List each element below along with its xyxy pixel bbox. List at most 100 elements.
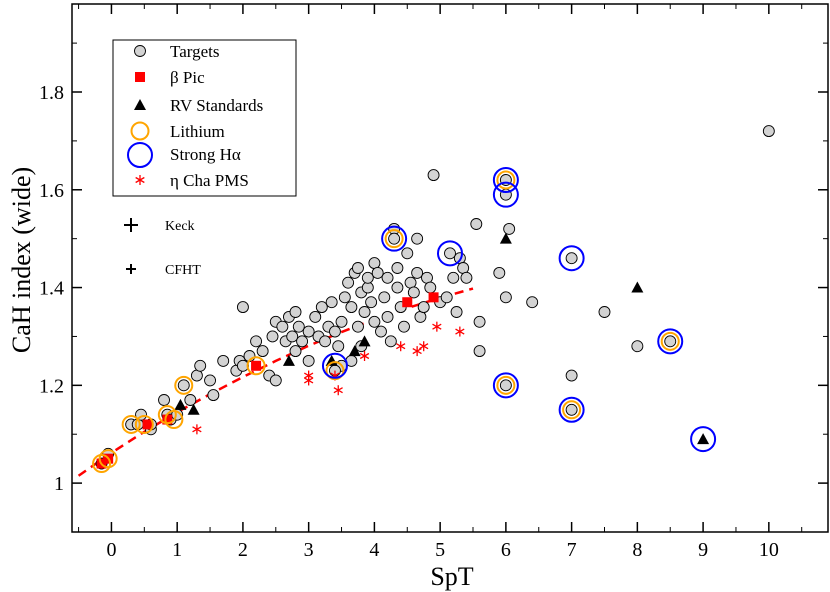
beta-pic-marker — [402, 297, 413, 308]
legend-symbol-eta-cha — [135, 175, 145, 185]
lithium-point — [496, 170, 516, 190]
legend-symbol-beta-pic — [135, 72, 145, 82]
targets-marker — [236, 301, 249, 314]
lithium-marker — [92, 454, 112, 474]
targets-marker — [332, 340, 345, 353]
target-point — [762, 125, 775, 138]
target-point — [361, 271, 374, 284]
target-point — [631, 340, 644, 353]
target-point — [266, 330, 279, 343]
beta-pic-marker — [162, 414, 173, 425]
target-point — [342, 276, 355, 289]
eta-cha-marker — [192, 424, 202, 435]
target-point — [388, 232, 401, 245]
target-point — [375, 325, 387, 338]
fit-line — [77, 287, 474, 477]
target-point — [184, 394, 197, 406]
targets-marker — [565, 403, 578, 416]
strong-halpha-marker — [492, 167, 519, 193]
target-point — [457, 262, 470, 274]
strong-halpha-point — [657, 328, 684, 355]
strong-halpha-point — [492, 181, 519, 208]
eta-cha-marker — [419, 341, 429, 352]
y-tick-label: 1.6 — [39, 180, 64, 202]
eta-cha-stroke — [412, 348, 422, 355]
targets-marker — [358, 306, 371, 318]
targets-marker — [401, 247, 414, 260]
eta-cha-stroke — [432, 323, 442, 330]
targets-marker — [194, 359, 207, 372]
legend-label-beta-pic: β Pic — [170, 68, 205, 87]
targets-marker — [296, 335, 309, 348]
eta-cha-marker — [303, 370, 314, 381]
strong-halpha-marker — [558, 245, 585, 272]
targets-marker — [352, 320, 364, 333]
targets-marker — [375, 325, 387, 338]
targets-marker — [184, 394, 197, 406]
strong-halpha-marker — [321, 352, 348, 379]
rv-standards-marker — [348, 345, 361, 357]
target-point — [256, 345, 269, 358]
targets-marker — [473, 345, 486, 358]
rv-standards-marker — [358, 335, 371, 347]
target-point — [207, 389, 220, 402]
target-point — [335, 315, 348, 328]
targets-marker — [444, 247, 456, 260]
targets-marker — [289, 306, 302, 318]
target-point — [329, 325, 341, 338]
targets-marker — [440, 291, 453, 304]
lithium-marker — [660, 331, 680, 351]
targets-marker — [289, 345, 302, 358]
legend-symbol-rv-standards — [134, 99, 146, 110]
lithium-marker — [384, 229, 404, 249]
target-point — [381, 271, 394, 284]
target-point — [565, 369, 578, 382]
y-axis-label: CaH index (wide) — [7, 167, 36, 353]
target-point — [358, 306, 371, 318]
targets-marker — [499, 291, 512, 304]
targets-marker — [302, 325, 315, 338]
target-point — [411, 232, 424, 245]
targets-marker — [388, 232, 401, 245]
eta-cha-stroke — [135, 176, 145, 184]
target-point — [371, 266, 384, 279]
target-point — [177, 379, 190, 392]
rv-standards-marker — [631, 281, 644, 293]
target-point — [296, 335, 309, 348]
targets-marker — [315, 301, 328, 314]
x-tick-label: 9 — [698, 539, 708, 561]
targets-marker — [292, 320, 305, 333]
target-point — [384, 335, 397, 348]
target-point — [404, 276, 417, 289]
targets-marker — [335, 315, 348, 328]
target-point — [598, 306, 611, 318]
targets-marker — [762, 125, 775, 138]
target-point — [190, 369, 203, 382]
target-point — [315, 301, 328, 314]
y-tick-label: 1.8 — [39, 82, 64, 104]
target-point — [368, 315, 381, 328]
targets-marker — [421, 271, 433, 284]
rv-standard-point — [174, 398, 187, 410]
targets-marker — [457, 262, 470, 274]
targets-marker — [391, 262, 404, 274]
strong-halpha-marker — [657, 328, 684, 355]
rv-standards-marker — [187, 403, 200, 415]
axis-ticks: 0 1 2 3 4 5 6 7 8 9 10 1 1.2 1.4 1.6 1.8 — [39, 4, 828, 561]
cfht-label: CFHT — [165, 263, 201, 278]
rv-standard-point — [187, 403, 200, 415]
targets-marker — [460, 271, 473, 284]
rv-standards-marker — [697, 433, 710, 445]
lithium-marker — [496, 170, 516, 190]
rv-standards-marker — [174, 398, 187, 410]
target-point — [414, 310, 427, 323]
target-point — [450, 306, 463, 318]
target-point — [411, 266, 424, 279]
x-tick-label: 1 — [172, 539, 182, 561]
x-tick-label: 6 — [501, 539, 511, 561]
targets-marker — [526, 296, 539, 309]
lithium-marker — [134, 414, 154, 434]
targets-marker — [424, 281, 437, 294]
target-point — [421, 271, 433, 284]
